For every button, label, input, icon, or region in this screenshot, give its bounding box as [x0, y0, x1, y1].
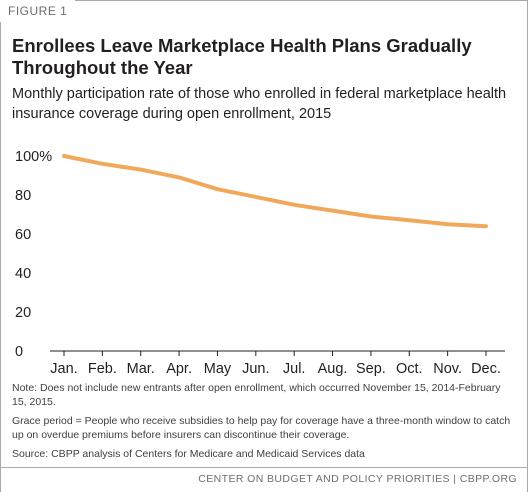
x-tick-label: Dec.: [471, 361, 501, 377]
chart-title: Enrollees Leave Marketplace Health Plans…: [12, 35, 472, 78]
x-tick-label: Oct.: [396, 361, 423, 377]
x-tick-label: Nov.: [433, 361, 462, 377]
notes-section: Note: Does not include new entrants afte…: [12, 381, 518, 466]
series-line: [62, 154, 488, 229]
note-text: Note: Does not include new entrants afte…: [12, 382, 501, 408]
footer-bar: CENTER ON BUDGET AND POLICY PRIORITIES |…: [1, 467, 527, 492]
source-text: Source: CBPP analysis of Centers for Med…: [12, 448, 365, 460]
x-tick-label: Aug.: [318, 361, 348, 377]
x-tick-label: Jun.: [242, 361, 269, 377]
grace-period-text: Grace period = People who receive subsid…: [12, 415, 511, 441]
x-tick-label: Jan.: [50, 361, 77, 377]
x-tick-label: May: [204, 361, 232, 377]
chart-subtitle: Monthly participation rate of those who …: [12, 86, 507, 122]
line-chart: 0 20 40 60 80 100% Jan. Feb. Mar. Apr. May Jun. Jul.…: [15, 149, 505, 377]
x-tick-label: Feb.: [88, 361, 117, 377]
y-tick-label: 100%: [15, 149, 52, 165]
x-tick-label: Apr.: [166, 361, 192, 377]
y-tick-label: 20: [15, 305, 31, 321]
figure-label: FIGURE 1: [0, 0, 76, 22]
x-tick-label: Sep.: [356, 361, 386, 377]
x-tick-label: Mar.: [127, 361, 155, 377]
y-tick-label: 40: [15, 266, 31, 282]
y-tick-label: 60: [15, 227, 31, 243]
y-tick-label: 80: [15, 188, 31, 204]
footer-credit: CENTER ON BUDGET AND POLICY PRIORITIES |…: [198, 473, 517, 485]
x-tick-label: Jul.: [283, 361, 306, 377]
y-tick-label: 0: [15, 344, 23, 360]
